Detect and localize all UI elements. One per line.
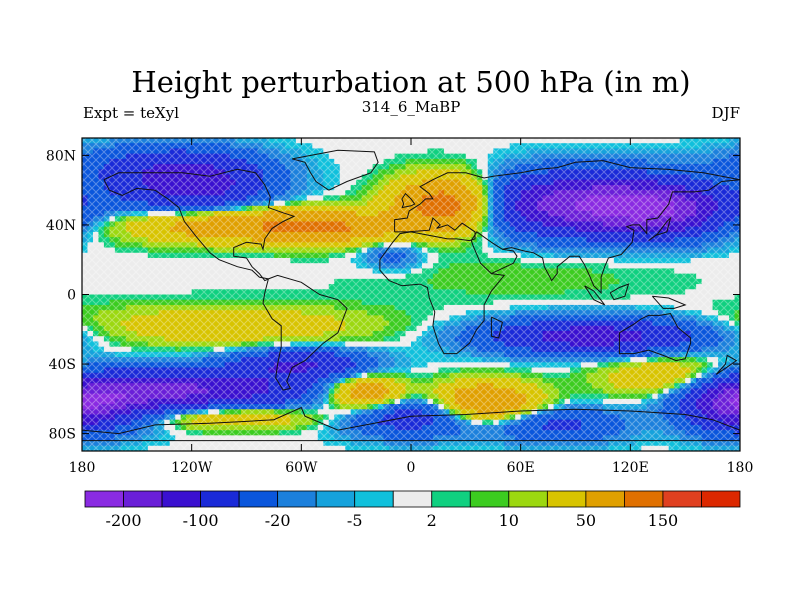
experiment-label: Expt = teXyl	[83, 104, 179, 122]
season-label: DJF	[712, 104, 740, 122]
chart-title: Height perturbation at 500 hPa (in m)	[131, 65, 690, 99]
run-label: 314_6_MaBP	[362, 98, 461, 116]
map-plot-area	[81, 137, 741, 452]
